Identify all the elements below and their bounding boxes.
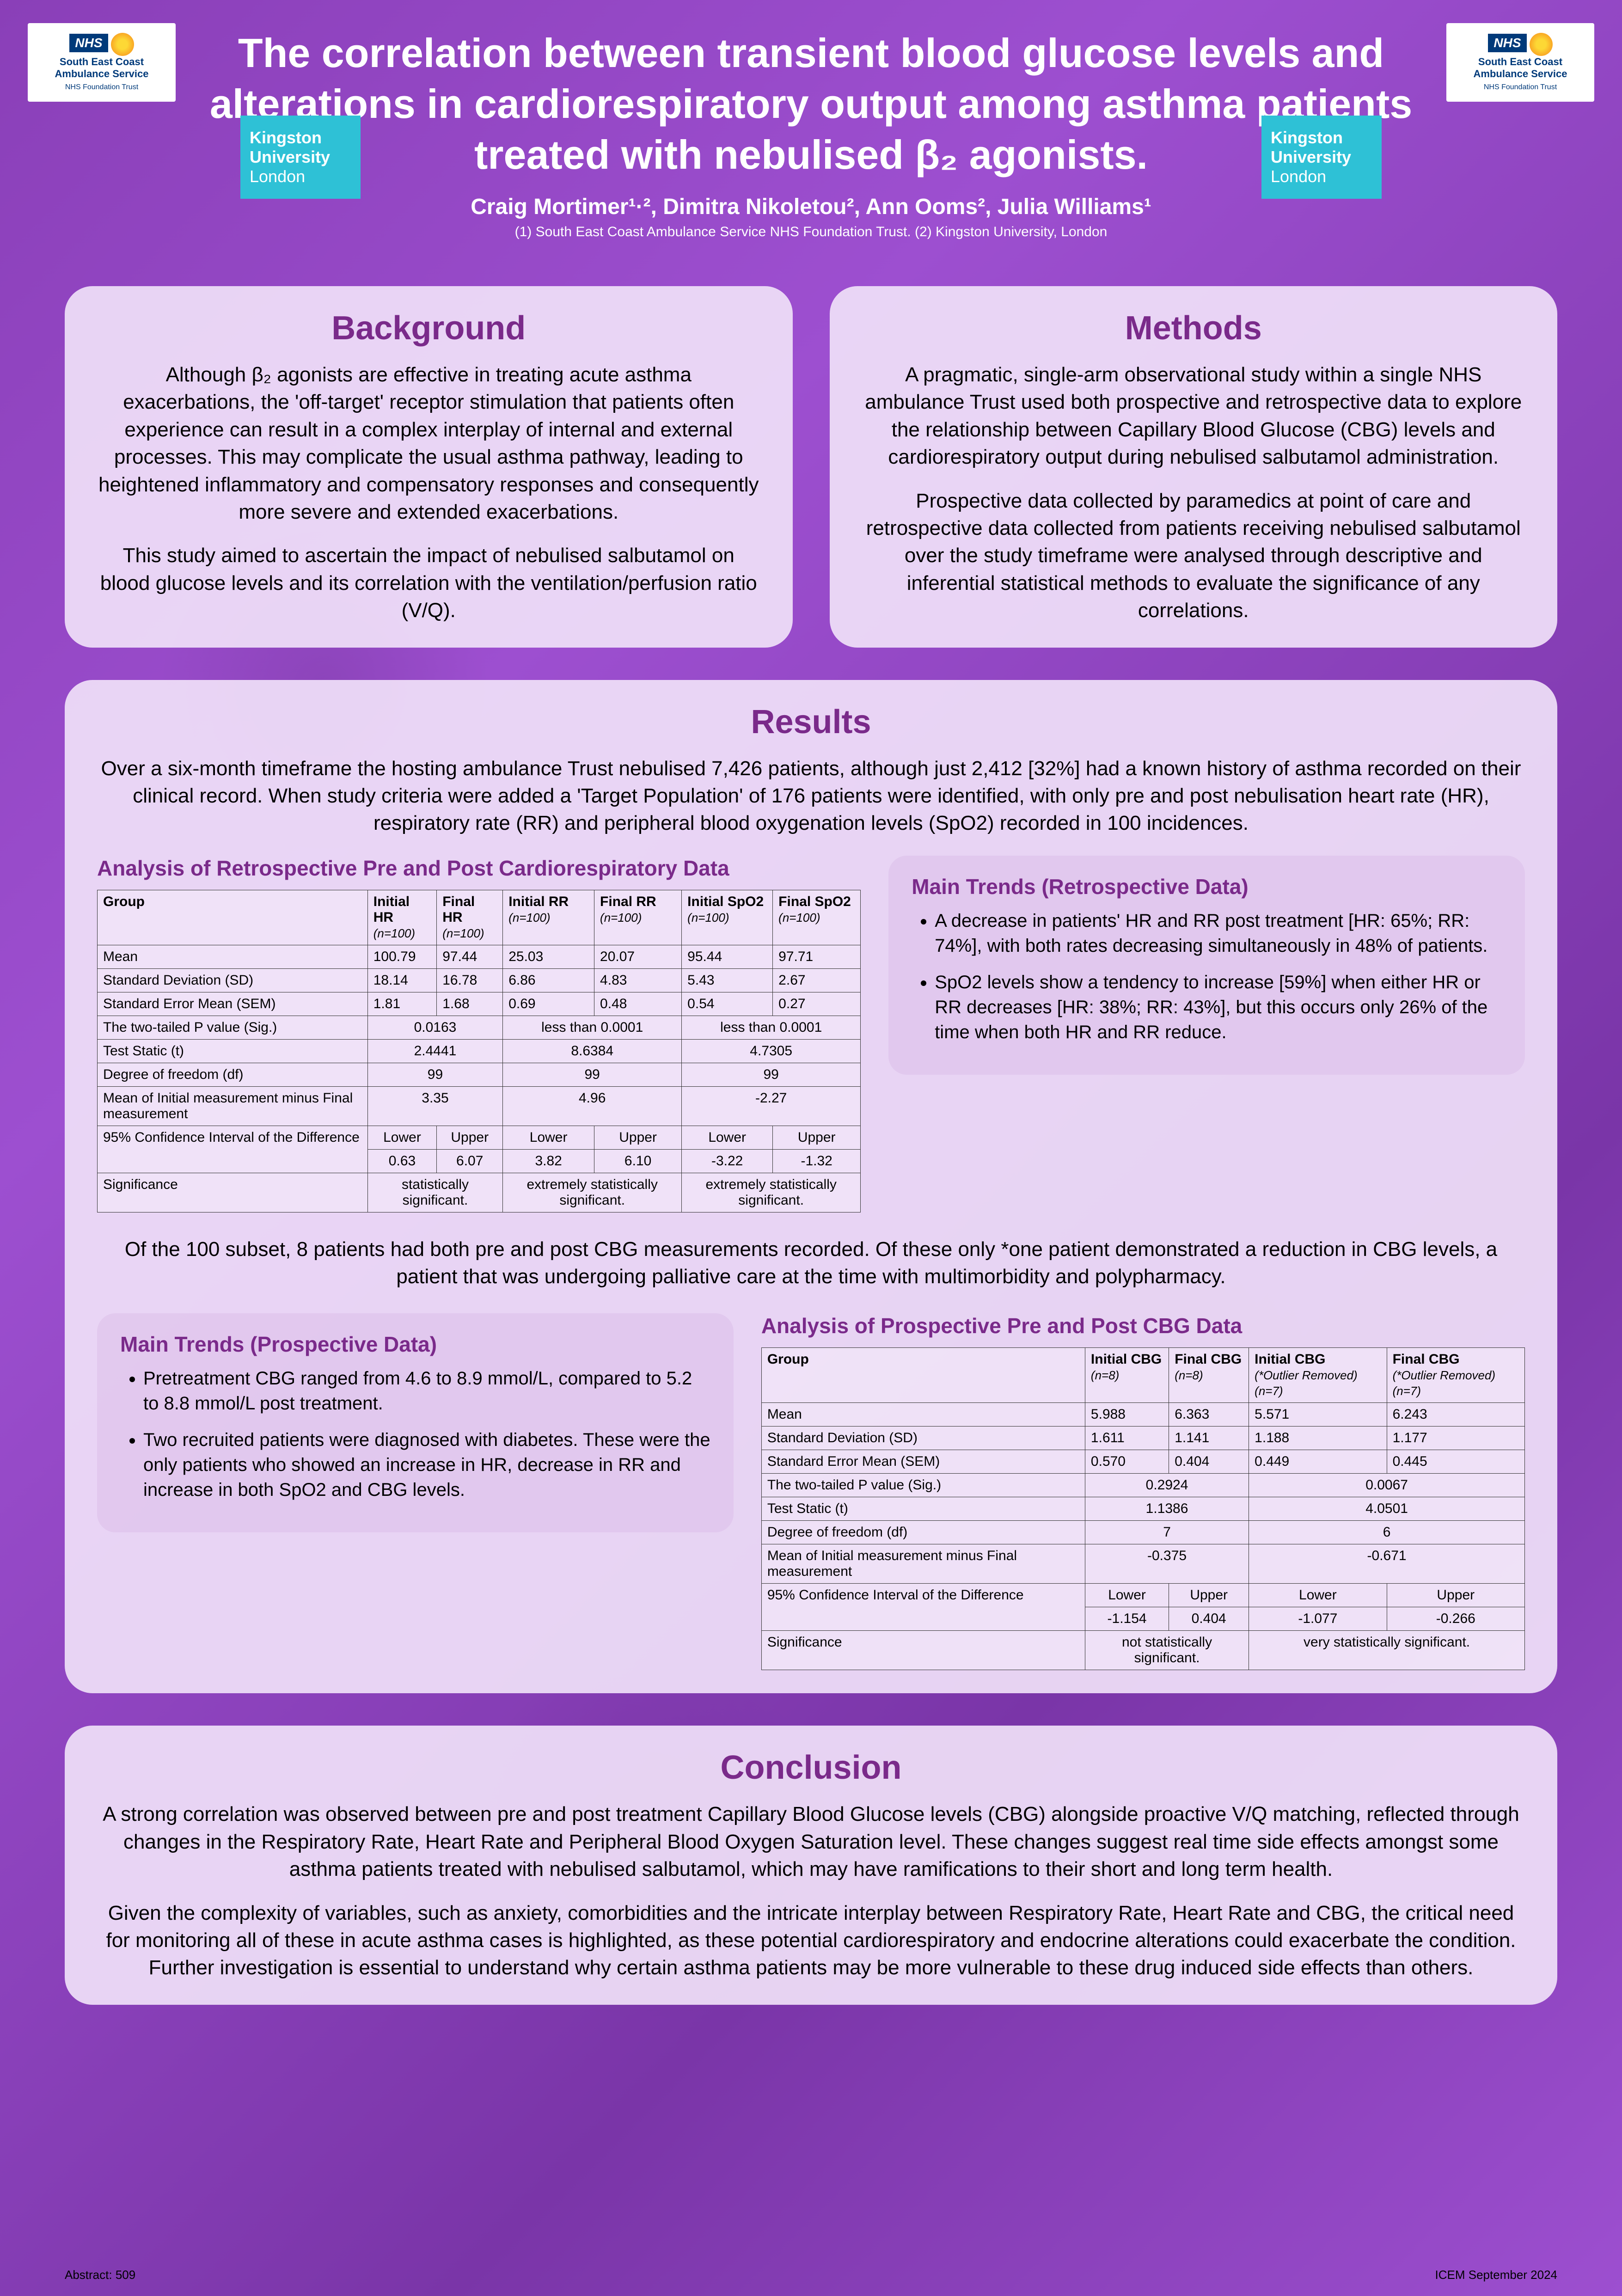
list-item: Pretreatment CBG ranged from 4.6 to 8.9 … bbox=[143, 1366, 710, 1416]
results-mid: Of the 100 subset, 8 patients had both p… bbox=[97, 1236, 1525, 1291]
results-title: Results bbox=[97, 703, 1525, 741]
trends-retro-list: A decrease in patients' HR and RR post t… bbox=[912, 908, 1502, 1045]
list-item: SpO2 levels show a tendency to increase … bbox=[935, 970, 1502, 1045]
results-intro: Over a six-month timeframe the hosting a… bbox=[97, 755, 1525, 837]
conclusion-title: Conclusion bbox=[97, 1749, 1525, 1787]
nhs-logo-text: South East Coast Ambulance Service bbox=[55, 56, 149, 80]
affiliations: (1) South East Coast Ambulance Service N… bbox=[139, 224, 1483, 240]
conclusion-p1: A strong correlation was observed betwee… bbox=[97, 1800, 1525, 1883]
star-icon bbox=[1530, 33, 1553, 56]
poster-content: Background Although β₂ agonists are effe… bbox=[0, 258, 1622, 2023]
conclusion-panel: Conclusion A strong correlation was obse… bbox=[65, 1726, 1557, 2004]
methods-panel: Methods A pragmatic, single-arm observat… bbox=[830, 286, 1558, 648]
nhs-logo-left: NHS South East Coast Ambulance Service N… bbox=[28, 23, 176, 102]
trends-pro-title: Main Trends (Prospective Data) bbox=[120, 1332, 710, 1357]
trends-retro-panel: Main Trends (Retrospective Data) A decre… bbox=[888, 856, 1525, 1075]
results-panel: Results Over a six-month timeframe the h… bbox=[65, 680, 1557, 1694]
footer-right: ICEM September 2024 bbox=[1435, 2268, 1557, 2282]
retrospective-table: GroupInitial HR(n=100)Final HR(n=100)Ini… bbox=[97, 890, 861, 1212]
prospective-table: GroupInitial CBG(n=8)Final CBG(n=8)Initi… bbox=[761, 1347, 1525, 1670]
background-panel: Background Although β₂ agonists are effe… bbox=[65, 286, 793, 648]
footer-left: Abstract: 509 bbox=[65, 2268, 135, 2282]
star-icon bbox=[111, 33, 134, 56]
conclusion-p2: Given the complexity of variables, such … bbox=[97, 1899, 1525, 1982]
nhs-logo-right: NHS South East Coast Ambulance Service N… bbox=[1446, 23, 1594, 102]
trends-pro-list: Pretreatment CBG ranged from 4.6 to 8.9 … bbox=[120, 1366, 710, 1502]
kingston-logo-left: Kingston University London bbox=[240, 116, 361, 199]
trends-retro-title: Main Trends (Retrospective Data) bbox=[912, 874, 1502, 899]
list-item: A decrease in patients' HR and RR post t… bbox=[935, 908, 1502, 958]
table1-title: Analysis of Retrospective Pre and Post C… bbox=[97, 856, 861, 881]
background-title: Background bbox=[97, 309, 760, 347]
footer: Abstract: 509 ICEM September 2024 bbox=[65, 2268, 1557, 2282]
methods-p2: Prospective data collected by paramedics… bbox=[862, 487, 1525, 625]
trends-pro-panel: Main Trends (Prospective Data) Pretreatm… bbox=[97, 1313, 734, 1532]
nhs-logo-sub: NHS Foundation Trust bbox=[1484, 83, 1557, 91]
background-p2: This study aimed to ascertain the impact… bbox=[97, 542, 760, 624]
methods-p1: A pragmatic, single-arm observational st… bbox=[862, 361, 1525, 471]
poster-header: NHS South East Coast Ambulance Service N… bbox=[0, 0, 1622, 258]
table2-title: Analysis of Prospective Pre and Post CBG… bbox=[761, 1313, 1525, 1338]
nhs-logo-text: South East Coast Ambulance Service bbox=[1474, 56, 1567, 80]
list-item: Two recruited patients were diagnosed wi… bbox=[143, 1427, 710, 1502]
background-p1: Although β₂ agonists are effective in tr… bbox=[97, 361, 760, 526]
nhs-logo-sub: NHS Foundation Trust bbox=[65, 83, 138, 91]
kingston-logo-right: Kingston University London bbox=[1261, 116, 1382, 199]
methods-title: Methods bbox=[862, 309, 1525, 347]
